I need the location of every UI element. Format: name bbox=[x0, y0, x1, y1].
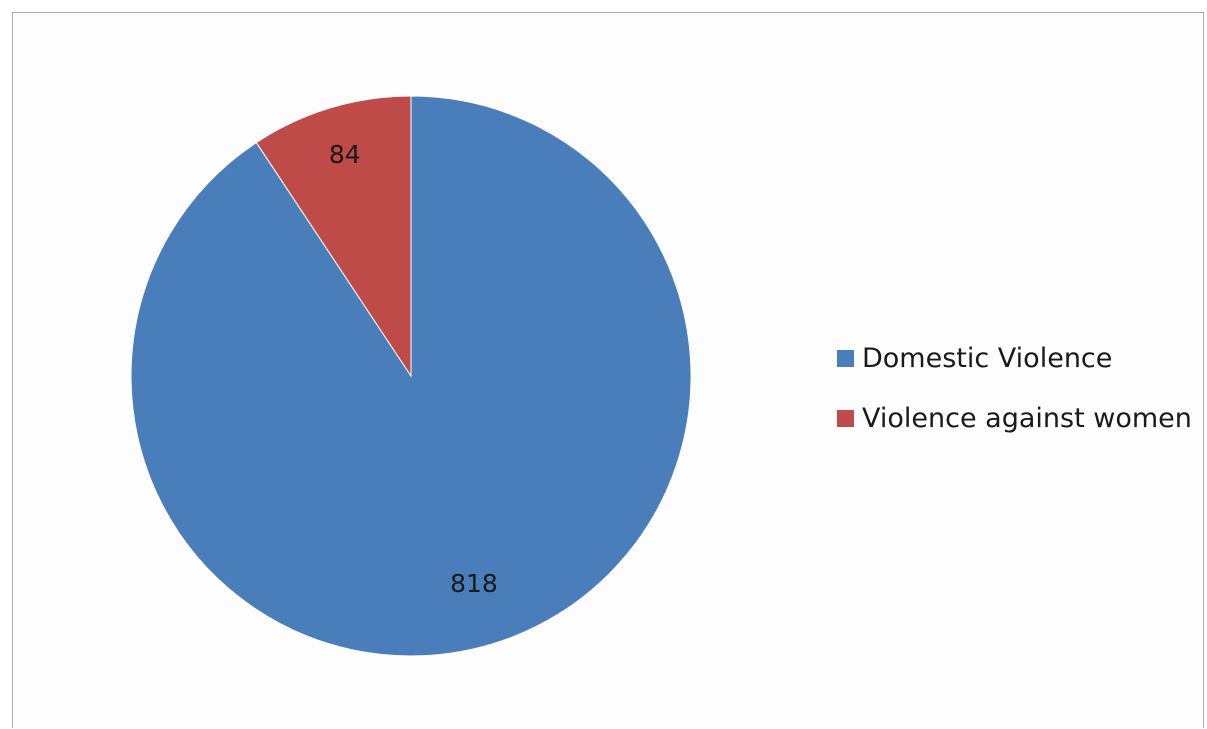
legend-swatch-violence-against-women bbox=[837, 409, 854, 427]
data-label-violence-against-women: 84 bbox=[329, 140, 361, 169]
pie-chart: 818 84 bbox=[130, 95, 692, 657]
data-label-domestic-violence: 818 bbox=[450, 569, 498, 598]
chart-area: 818 84 Domestic Violence Violence against… bbox=[12, 12, 1204, 728]
legend-item-domestic-violence: Domestic Violence bbox=[837, 339, 1192, 377]
legend-swatch-domestic-violence bbox=[837, 349, 854, 367]
pie-slices bbox=[130, 95, 692, 657]
pie-slice-domestic-violence bbox=[130, 95, 692, 657]
pie-slice-violence-against-women bbox=[255, 95, 412, 378]
legend-label-domestic-violence: Domestic Violence bbox=[862, 342, 1113, 374]
legend: Domestic Violence Violence against women bbox=[837, 339, 1192, 459]
legend-item-violence-against-women: Violence against women bbox=[837, 399, 1192, 437]
legend-label-violence-against-women: Violence against women bbox=[862, 402, 1192, 434]
pie-data-labels: 818 84 bbox=[329, 140, 498, 598]
